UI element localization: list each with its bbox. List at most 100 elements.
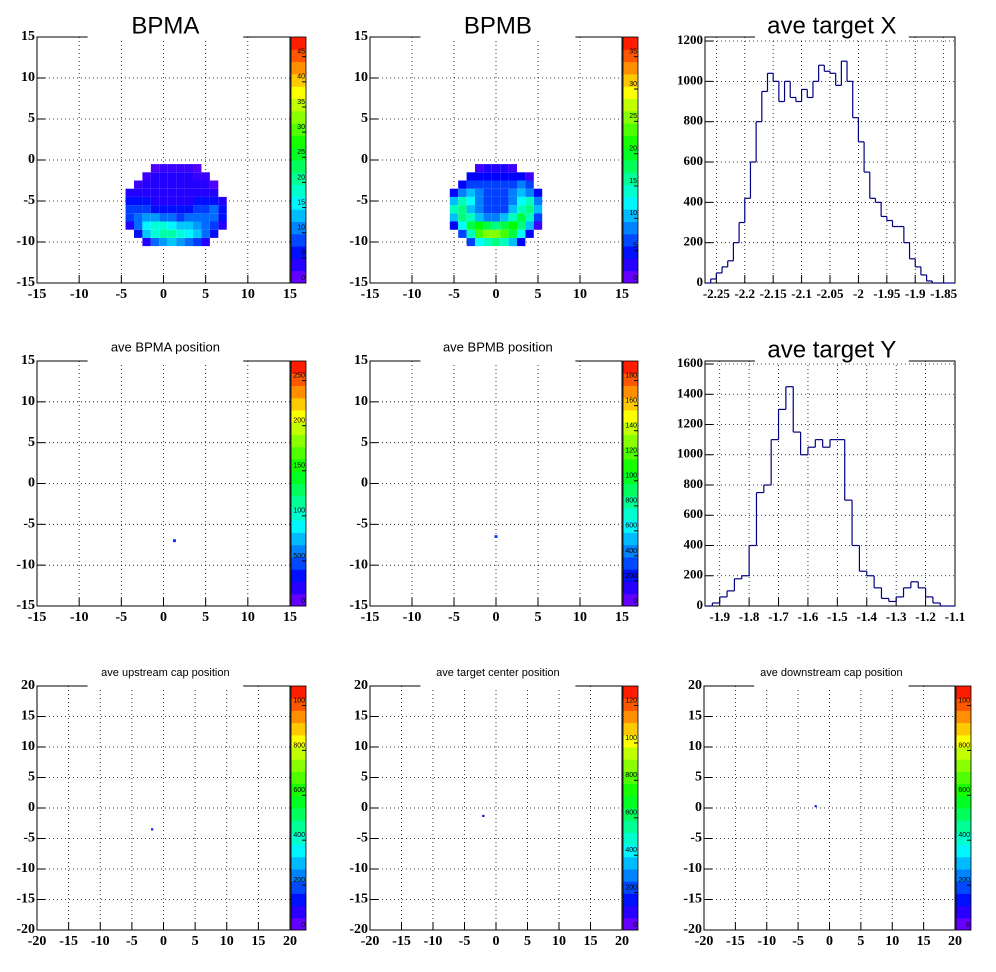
colorbar-band — [291, 722, 306, 736]
colorbar-label: 15 — [297, 199, 305, 206]
x-tick-label: -1.7 — [768, 609, 789, 624]
colorbar-band — [291, 123, 306, 136]
heat-cell — [533, 188, 543, 197]
x-tick-label: 10 — [552, 934, 566, 949]
heat-cell — [209, 213, 219, 222]
colorbar-band — [623, 135, 638, 149]
panel-title: ave target Y — [767, 336, 896, 363]
x-tick-label: -10 — [70, 287, 89, 302]
panel-title: ave target center position — [436, 667, 560, 679]
x-tick-label: 0 — [493, 610, 500, 625]
x-tick-label: -1.9 — [709, 609, 730, 624]
heat-cell — [176, 221, 185, 230]
colorbar-band — [291, 917, 306, 931]
heat-cell — [193, 229, 202, 238]
y-tick-label: -20 — [349, 922, 368, 937]
colorbar-band — [291, 196, 306, 210]
heat-cell — [500, 229, 509, 238]
colorbar-label: 150 — [293, 463, 305, 470]
colorbar-frame — [622, 360, 639, 607]
x-tick-label: 15 — [584, 934, 598, 949]
heat-cell — [193, 180, 202, 189]
colorbar-band — [623, 410, 638, 423]
colorbar-band — [291, 544, 306, 558]
colorbar-band — [623, 557, 638, 570]
panel-title: ave target X — [767, 12, 896, 39]
x-tick-label: 0 — [493, 287, 500, 302]
colorbar-band — [291, 209, 306, 222]
heat-cell — [159, 188, 168, 197]
heat-cell — [517, 237, 526, 247]
heat-cell — [814, 805, 817, 808]
heat-cell — [491, 172, 501, 181]
x-tick-label: 0 — [493, 934, 500, 949]
y-tick-label: 20 — [21, 678, 35, 693]
heat-cell — [159, 221, 168, 230]
y-tick-label: -5 — [356, 517, 368, 532]
x-tick-label: -2.1 — [791, 286, 812, 301]
colorbar-band — [623, 270, 638, 284]
heat-cell — [458, 188, 467, 197]
colorbar-label: 0 — [633, 598, 637, 605]
x-tick-label: 20 — [615, 934, 629, 949]
heat-cell — [500, 164, 509, 173]
colorbar-band — [956, 905, 971, 919]
y-tick-label: 200 — [684, 234, 704, 249]
colorbar-band — [623, 123, 638, 136]
heat-cell — [209, 180, 219, 189]
y-tick-label: 400 — [684, 536, 704, 551]
colorbar-band — [291, 434, 306, 448]
colorbar-band — [956, 795, 971, 809]
x-tick-label: -5 — [115, 287, 127, 302]
heat-cell — [517, 180, 526, 189]
colorbar-band — [291, 881, 306, 894]
heat-cell — [209, 196, 219, 206]
colorbar-band — [956, 808, 971, 821]
colorbar-band — [623, 832, 638, 846]
heat-cell — [184, 164, 194, 173]
colorbar-band — [291, 397, 306, 411]
heat-cell — [150, 172, 160, 181]
colorbar-label: 30 — [297, 124, 305, 131]
heat-cell — [201, 188, 210, 197]
y-tick-label: 600 — [684, 506, 704, 521]
heat-cell — [209, 221, 219, 230]
title-box — [754, 663, 909, 687]
y-tick-label: -5 — [690, 831, 702, 846]
colorbar-band — [291, 270, 306, 284]
heat-cell — [475, 188, 484, 197]
x-tick-label: 15 — [251, 934, 265, 949]
title-box — [420, 11, 576, 38]
x-tick-label: -5 — [115, 610, 127, 625]
x-tick-label: -2.05 — [816, 286, 844, 301]
y-tick-label: 10 — [354, 70, 368, 85]
heat-cell — [150, 221, 160, 230]
y-tick-label: 1000 — [677, 72, 703, 87]
heat-cell — [508, 188, 517, 197]
heat-cell — [193, 205, 202, 214]
heat-cell — [184, 221, 194, 230]
heat-cell — [218, 213, 227, 222]
x-tick-label: 10 — [241, 610, 255, 625]
heat-cell — [500, 205, 509, 214]
heat-cell — [491, 196, 501, 206]
colorbar-label: 30 — [629, 81, 637, 88]
colorbar-band — [291, 569, 306, 582]
y-tick-label: 800 — [684, 113, 704, 128]
panel-title: ave BPMA position — [111, 339, 220, 354]
colorbar-band — [623, 49, 638, 63]
heat-cell — [159, 172, 168, 181]
x-tick-label: -15 — [361, 287, 380, 302]
colorbar-label: 10 — [629, 210, 637, 217]
heat-cell — [125, 188, 134, 197]
colorbar-label: 0 — [301, 598, 305, 605]
colorbar-band — [623, 569, 638, 582]
y-tick-label: -5 — [356, 193, 368, 208]
heat-cell — [159, 237, 168, 247]
colorbar-band — [623, 446, 638, 460]
colorbar-label: 120 — [625, 448, 637, 455]
colorbar-label: 20 — [629, 146, 637, 153]
colorbar-frame — [622, 685, 639, 931]
colorbar-band — [291, 471, 306, 484]
x-tick-label: -1.8 — [739, 609, 760, 624]
